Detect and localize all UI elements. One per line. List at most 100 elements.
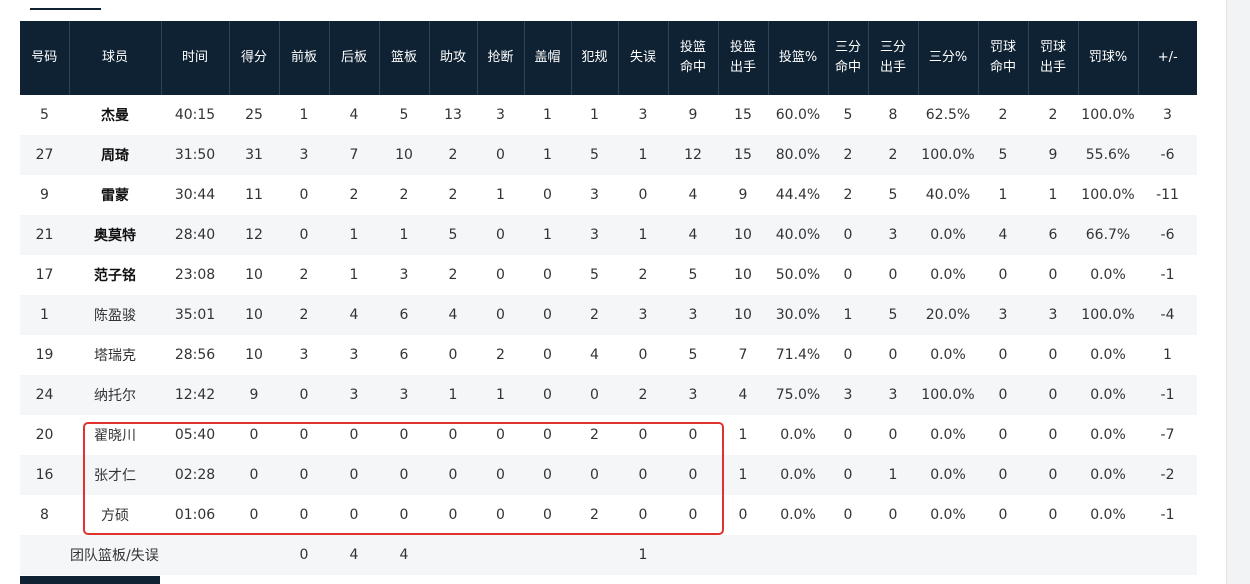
stat-cell: 0 xyxy=(229,455,279,495)
player-name[interactable]: 张才仁 xyxy=(69,455,161,495)
stat-cell: 0 xyxy=(279,375,329,415)
player-row: 17 范子铭 23:08 10 2 1 3 2 0 0 5 2 5 10 50.0% 0 0 0.0% 0 0 0.0%… xyxy=(20,255,1197,295)
stat-cell: 100.0% xyxy=(1078,175,1138,215)
stat-cell: 9 xyxy=(668,95,718,135)
column-header: 投篮 出手 xyxy=(718,21,769,95)
stat-cell: 0 xyxy=(718,495,768,535)
stat-cell: 0.0% xyxy=(768,415,828,455)
player-name[interactable]: 奥莫特 xyxy=(69,215,161,255)
player-row: 5 杰曼 40:15 25 1 4 5 13 3 1 1 3 9 15 60.0% 5 8 62.5% 2 2 100.… xyxy=(20,95,1197,135)
player-name[interactable]: 方硕 xyxy=(69,495,161,535)
stat-cell: 1 xyxy=(718,455,768,495)
jersey-number: 1 xyxy=(20,295,69,335)
player-row: 20 翟晓川 05:40 0 0 0 0 0 0 0 2 0 0 1 0.0% 0 0 0.0% 0 0 0.0% -7 xyxy=(20,415,1197,455)
header-label: 前板 xyxy=(290,50,317,65)
header-label: 抢断 xyxy=(487,50,514,65)
stat-cell: 1 xyxy=(868,455,918,495)
team-stat-cell xyxy=(429,535,477,575)
stat-cell: 3 xyxy=(279,135,329,175)
header-label-line2: 出手 xyxy=(1039,60,1066,75)
stat-cell: 1 xyxy=(379,215,429,255)
header-label: +/- xyxy=(1157,50,1178,65)
stat-cell: 100.0% xyxy=(1078,95,1138,135)
stat-cell: 0 xyxy=(618,495,668,535)
team-stat-cell xyxy=(828,535,868,575)
stat-cell: 3 xyxy=(668,295,718,335)
header-label: 号码 xyxy=(31,50,58,65)
stat-cell: 0 xyxy=(329,495,379,535)
stat-cell: 0 xyxy=(828,455,868,495)
stat-cell: 4 xyxy=(718,375,768,415)
stat-cell: 15 xyxy=(718,135,768,175)
stat-cell: 0 xyxy=(429,415,477,455)
column-header: 前板 xyxy=(279,21,330,95)
stat-cell: 10 xyxy=(718,215,768,255)
stat-cell: 0 xyxy=(429,335,477,375)
stat-cell: 2 xyxy=(828,135,868,175)
stat-cell: 0 xyxy=(828,335,868,375)
stat-cell: 0 xyxy=(279,415,329,455)
stat-cell: 1 xyxy=(978,175,1028,215)
stat-cell: 3 xyxy=(329,335,379,375)
stat-cell: 2 xyxy=(571,415,618,455)
stat-cell: 0.0% xyxy=(918,495,978,535)
stat-cell: 0 xyxy=(524,455,571,495)
stat-cell: 0.0% xyxy=(1078,415,1138,455)
stat-cell: -1 xyxy=(1138,255,1197,295)
column-header: 三分 出手 xyxy=(868,21,919,95)
stat-cell: 3 xyxy=(618,95,668,135)
team-row-label: 团队篮板/失误 xyxy=(20,535,279,575)
stat-cell: 0 xyxy=(868,335,918,375)
stat-cell: 0.0% xyxy=(918,335,978,375)
player-row: 24 纳托尔 12:42 9 0 3 3 1 1 0 0 2 3 4 75.0% 3 3 100.0% 0 0 0.0%… xyxy=(20,375,1197,415)
header-label: 投篮 xyxy=(679,40,706,55)
stat-cell: 0 xyxy=(618,175,668,215)
column-header: 时间 xyxy=(161,21,230,95)
player-name[interactable]: 陈盈骏 xyxy=(69,295,161,335)
player-name[interactable]: 杰曼 xyxy=(69,95,161,135)
header-label: 三分 xyxy=(879,40,906,55)
stat-cell: 3 xyxy=(1138,95,1197,135)
team-stat-cell xyxy=(918,535,978,575)
header-label-line2: 出手 xyxy=(879,60,906,75)
player-row: 21 奥莫特 28:40 12 0 1 1 5 0 1 3 1 4 10 40.0% 0 3 0.0% 4 6 66.7… xyxy=(20,215,1197,255)
player-name[interactable]: 翟晓川 xyxy=(69,415,161,455)
stat-cell: 11 xyxy=(229,175,279,215)
stat-cell: 25 xyxy=(229,95,279,135)
player-name[interactable]: 纳托尔 xyxy=(69,375,161,415)
stat-cell: 2 xyxy=(329,175,379,215)
stat-cell: 0 xyxy=(279,215,329,255)
stat-cell: 31 xyxy=(229,135,279,175)
stat-cell: -2 xyxy=(1138,455,1197,495)
stat-cell: 0 xyxy=(477,215,524,255)
stat-cell: 0 xyxy=(571,455,618,495)
player-name[interactable]: 范子铭 xyxy=(69,255,161,295)
player-name[interactable]: 周琦 xyxy=(69,135,161,175)
stat-cell: 1 xyxy=(477,175,524,215)
stat-cell: 1 xyxy=(718,415,768,455)
player-name[interactable]: 雷蒙 xyxy=(69,175,161,215)
stat-cell: 10 xyxy=(379,135,429,175)
player-row: 1 陈盈骏 35:01 10 2 4 6 4 0 0 2 3 3 10 30.0% 1 5 20.0% 3 3 100.… xyxy=(20,295,1197,335)
stat-cell: -1 xyxy=(1138,495,1197,535)
player-row: 19 塔瑞克 28:56 10 3 3 6 0 2 0 4 0 5 7 71.4% 0 0 0.0% 0 0 0.0% 1 xyxy=(20,335,1197,375)
stat-cell: 2 xyxy=(618,375,668,415)
column-header: 犯规 xyxy=(571,21,619,95)
jersey-number: 8 xyxy=(20,495,69,535)
player-name[interactable]: 塔瑞克 xyxy=(69,335,161,375)
stat-cell: 15 xyxy=(718,95,768,135)
header-label: 罚球 xyxy=(1039,40,1066,55)
stat-cell: 1 xyxy=(618,135,668,175)
stat-cell: 0 xyxy=(868,495,918,535)
header-label: 助攻 xyxy=(439,50,466,65)
stat-cell: 0 xyxy=(828,255,868,295)
stat-cell: 1 xyxy=(524,215,571,255)
header-label: 后板 xyxy=(340,50,367,65)
stat-cell: 0 xyxy=(618,415,668,455)
jersey-number: 24 xyxy=(20,375,69,415)
stat-cell: 2 xyxy=(868,135,918,175)
stat-cell: 4 xyxy=(429,295,477,335)
stat-cell: 0 xyxy=(379,495,429,535)
table-body: 5 杰曼 40:15 25 1 4 5 13 3 1 1 3 9 15 60.0% 5 8 62.5% 2 2 100.… xyxy=(20,95,1197,575)
column-header: 三分% xyxy=(918,21,979,95)
